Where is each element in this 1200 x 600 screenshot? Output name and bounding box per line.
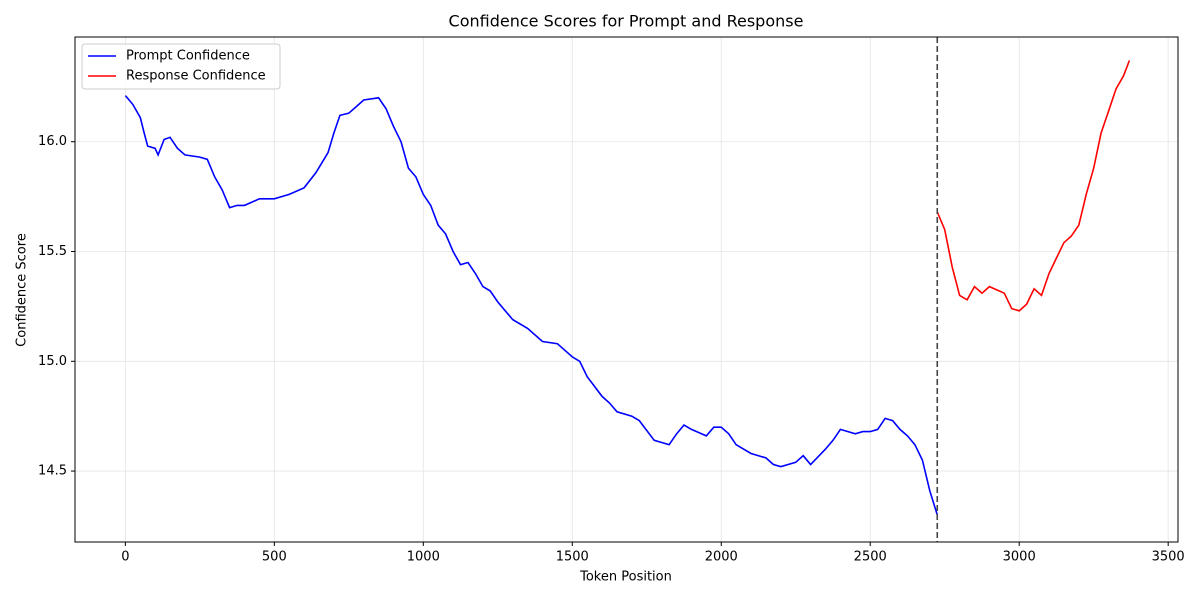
legend-label: Prompt Confidence (126, 49, 250, 64)
y-tick-label: 16.0 (38, 134, 67, 149)
y-axis-label: Confidence Score (15, 233, 30, 347)
data-line (936, 60, 1131, 312)
chart-title: Confidence Scores for Prompt and Respons… (449, 12, 804, 31)
plot-frame (74, 36, 1179, 543)
x-tick-label: 2000 (705, 550, 738, 565)
legend: Prompt Confidence Response Confidence (81, 43, 281, 90)
x-tick-label: 1000 (407, 550, 440, 565)
x-tick-label: 0 (121, 550, 129, 565)
x-tick-label: 2500 (854, 550, 887, 565)
legend-label: Response Confidence (126, 69, 266, 84)
y-tick-label: 15.5 (38, 244, 67, 259)
y-tick-label: 14.5 (38, 464, 67, 479)
x-tick-label: 500 (262, 550, 287, 565)
x-tick-label: 3500 (1152, 550, 1185, 565)
y-tick-label: 15.0 (38, 354, 67, 369)
legend-box (81, 43, 281, 90)
x-tick-label: 1500 (556, 550, 589, 565)
x-axis-label: Token Position (579, 570, 672, 585)
data-line (124, 95, 939, 516)
x-tick-label: 3000 (1003, 550, 1036, 565)
